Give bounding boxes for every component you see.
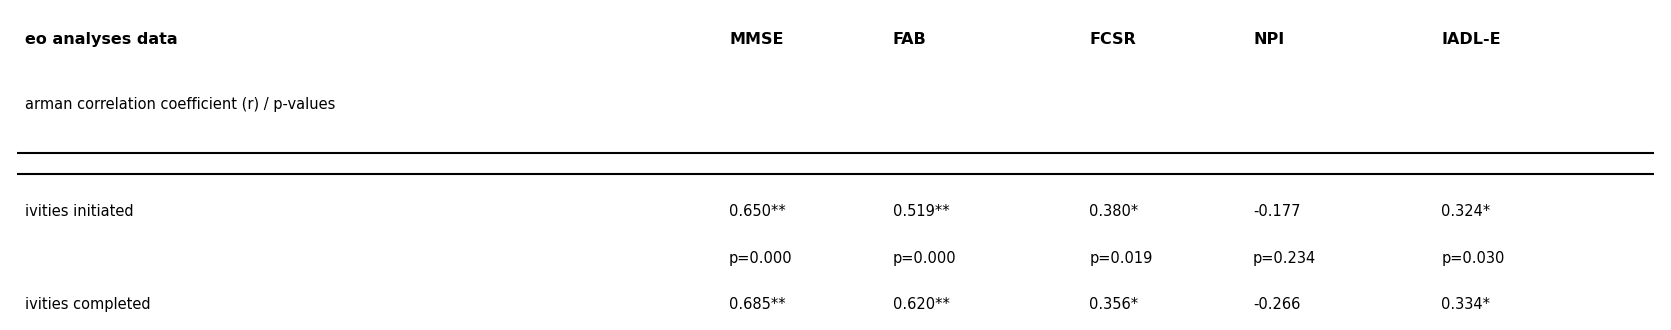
Text: 0.334*: 0.334* [1442,297,1491,312]
Text: 0.685**: 0.685** [729,297,785,312]
Text: p=0.030: p=0.030 [1442,250,1506,266]
Text: ivities initiated: ivities initiated [25,204,134,219]
Text: 0.620**: 0.620** [892,297,949,312]
Text: FCSR: FCSR [1089,32,1136,47]
Text: p=0.019: p=0.019 [1089,250,1153,266]
Text: MMSE: MMSE [729,32,784,47]
Text: p=0.000: p=0.000 [892,250,956,266]
Text: 0.356*: 0.356* [1089,297,1138,312]
Text: arman correlation coefficient (r) / p-values: arman correlation coefficient (r) / p-va… [25,97,336,112]
Text: NPI: NPI [1253,32,1285,47]
Text: 0.324*: 0.324* [1442,204,1491,219]
Text: IADL-E: IADL-E [1442,32,1501,47]
Text: 0.650**: 0.650** [729,204,785,219]
Text: ivities completed: ivities completed [25,297,150,312]
Text: p=0.000: p=0.000 [729,250,792,266]
Text: eo analyses data: eo analyses data [25,32,177,47]
Text: -0.177: -0.177 [1253,204,1300,219]
Text: FAB: FAB [892,32,926,47]
Text: 0.519**: 0.519** [892,204,949,219]
Text: -0.266: -0.266 [1253,297,1300,312]
Text: 0.380*: 0.380* [1089,204,1138,219]
Text: p=0.234: p=0.234 [1253,250,1317,266]
